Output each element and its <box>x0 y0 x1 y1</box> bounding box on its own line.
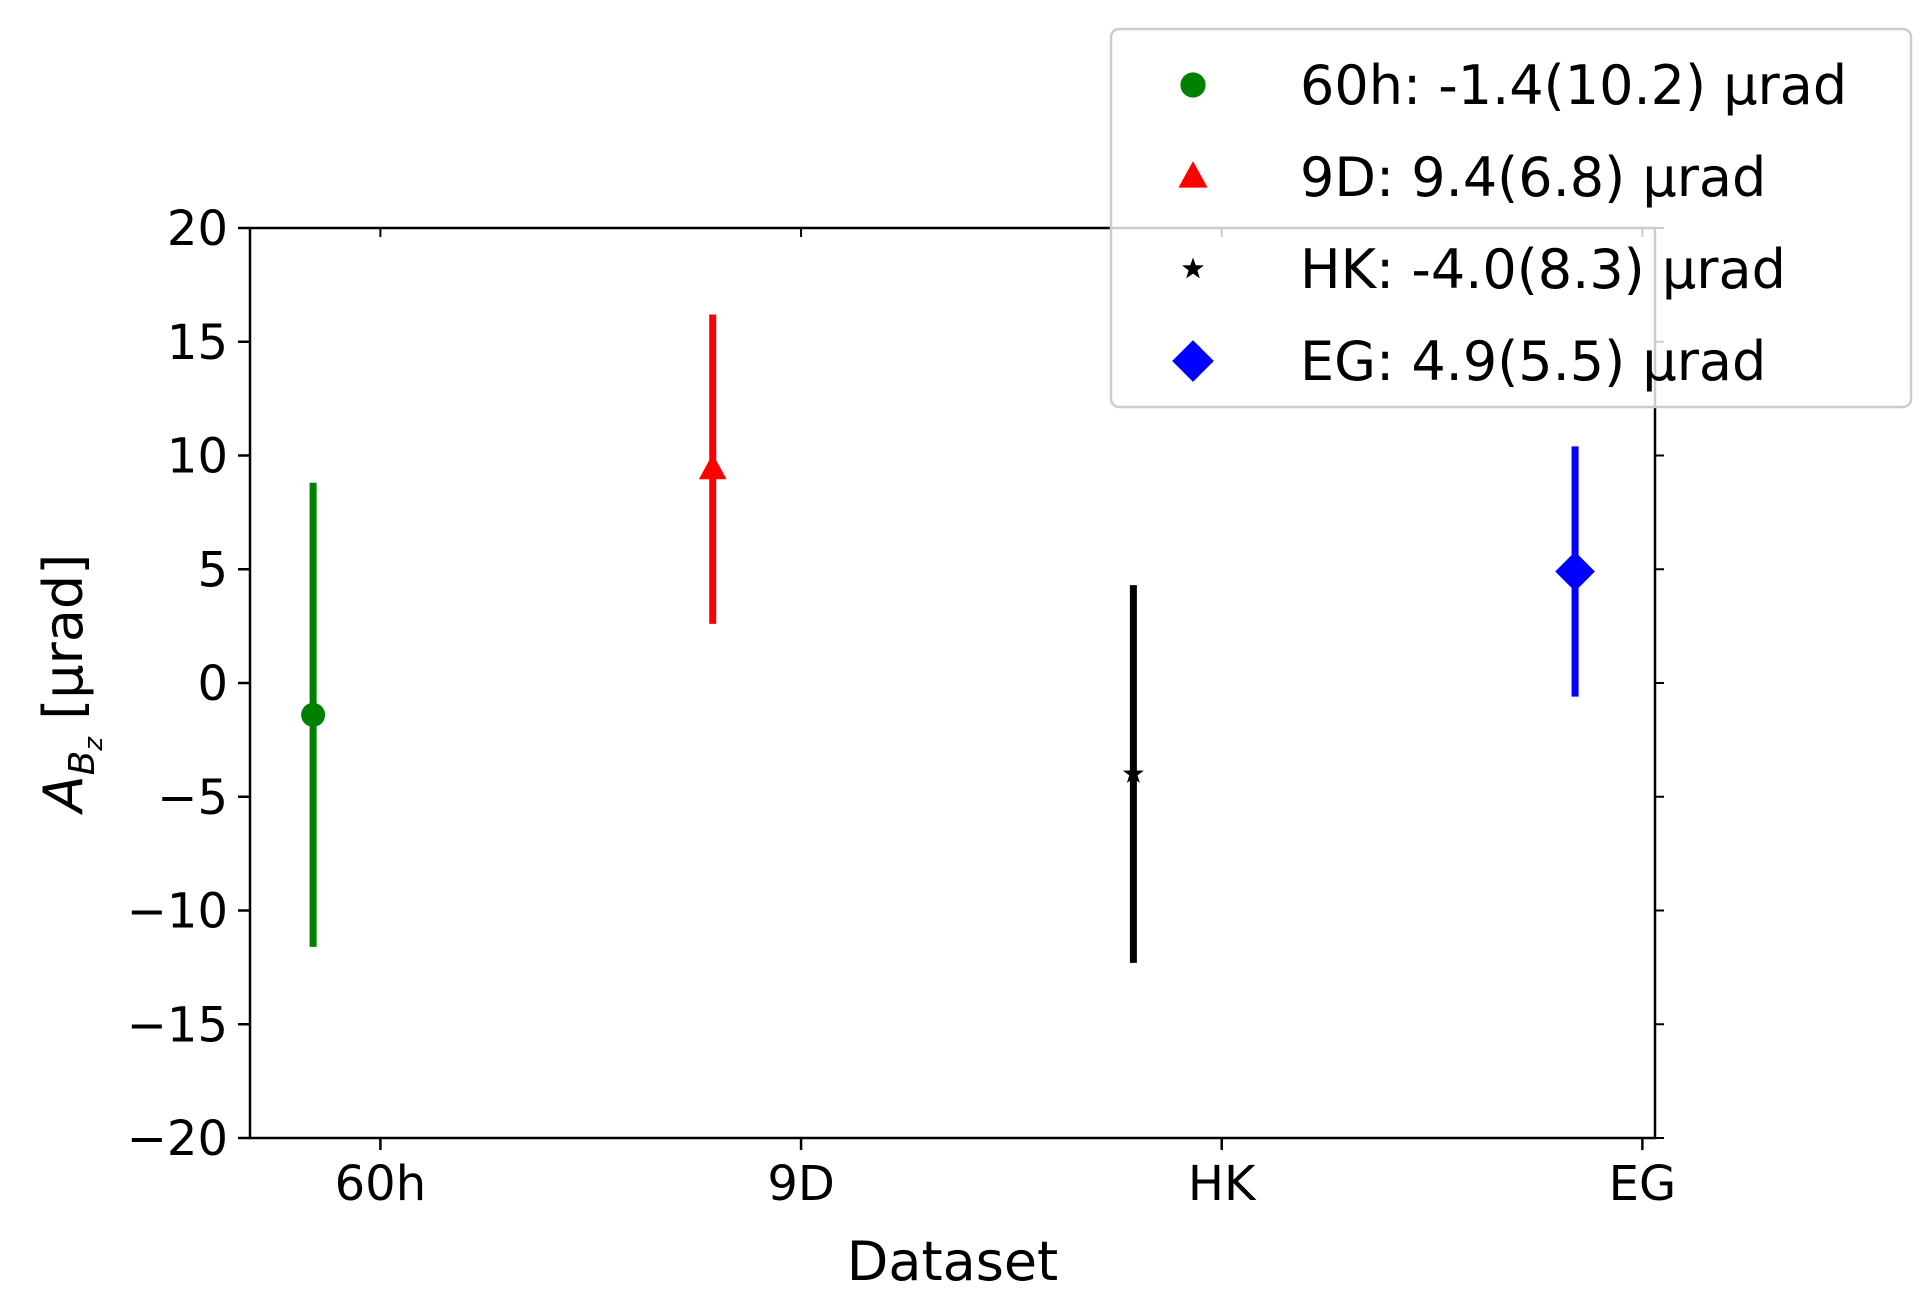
y-axis-label: ABz [µrad] <box>32 554 109 816</box>
axes: 20 15 10 5 0 −5 −10 −15 −20 60h 9D HK EG <box>127 201 1676 1212</box>
x-axis-label: Dataset <box>847 1230 1058 1293</box>
legend-label-EG: EG: 4.9(5.5) µrad <box>1300 330 1766 393</box>
x-tick-label: 9D <box>767 1156 835 1212</box>
y-tick-label: 5 <box>197 542 228 598</box>
y-label-symbol: A <box>32 775 95 815</box>
legend-marker-60h <box>1180 72 1206 98</box>
error-bars <box>309 314 1579 963</box>
data-point-60h <box>301 702 326 727</box>
legend-label-HK: HK: -4.0(8.3) µrad <box>1300 238 1786 301</box>
y-tick-label: −20 <box>127 1111 228 1167</box>
y-tick-label: −5 <box>157 770 228 826</box>
y-axis-label-text: ABz [µrad] <box>32 554 109 816</box>
legend-marker-EG <box>1172 340 1214 382</box>
legend-label-9D: 9D: 9.4(6.8) µrad <box>1300 146 1766 209</box>
legend-label-60h: 60h: -1.4(10.2) µrad <box>1300 54 1847 117</box>
legend-box <box>1109 27 1913 409</box>
data-point-9D <box>698 454 727 480</box>
data-markers <box>301 454 1595 783</box>
data-point-HK <box>1122 763 1144 783</box>
x-tick-label: HK <box>1188 1156 1257 1212</box>
y-tick-label: 10 <box>167 429 228 485</box>
y-tick-label: 20 <box>167 201 228 257</box>
legend-marker-9D <box>1178 161 1208 188</box>
y-label-subscript: B <box>62 751 103 776</box>
x-tick-label: EG <box>1609 1156 1677 1212</box>
data-point-EG <box>1555 551 1595 592</box>
y-tick-label: 0 <box>197 656 228 712</box>
y-label-unit: [µrad] <box>32 554 95 737</box>
legend-marker-HK <box>1182 257 1204 279</box>
y-tick-label: 15 <box>167 315 228 371</box>
x-tick-label: 60h <box>335 1156 427 1212</box>
legend: 60h: -1.4(10.2) µrad 9D: 9.4(6.8) µrad HK:… <box>1109 27 1913 409</box>
y-tick-label: −10 <box>127 884 228 940</box>
y-label-subsubscript: z <box>79 736 109 752</box>
y-tick-label: −15 <box>127 997 228 1053</box>
